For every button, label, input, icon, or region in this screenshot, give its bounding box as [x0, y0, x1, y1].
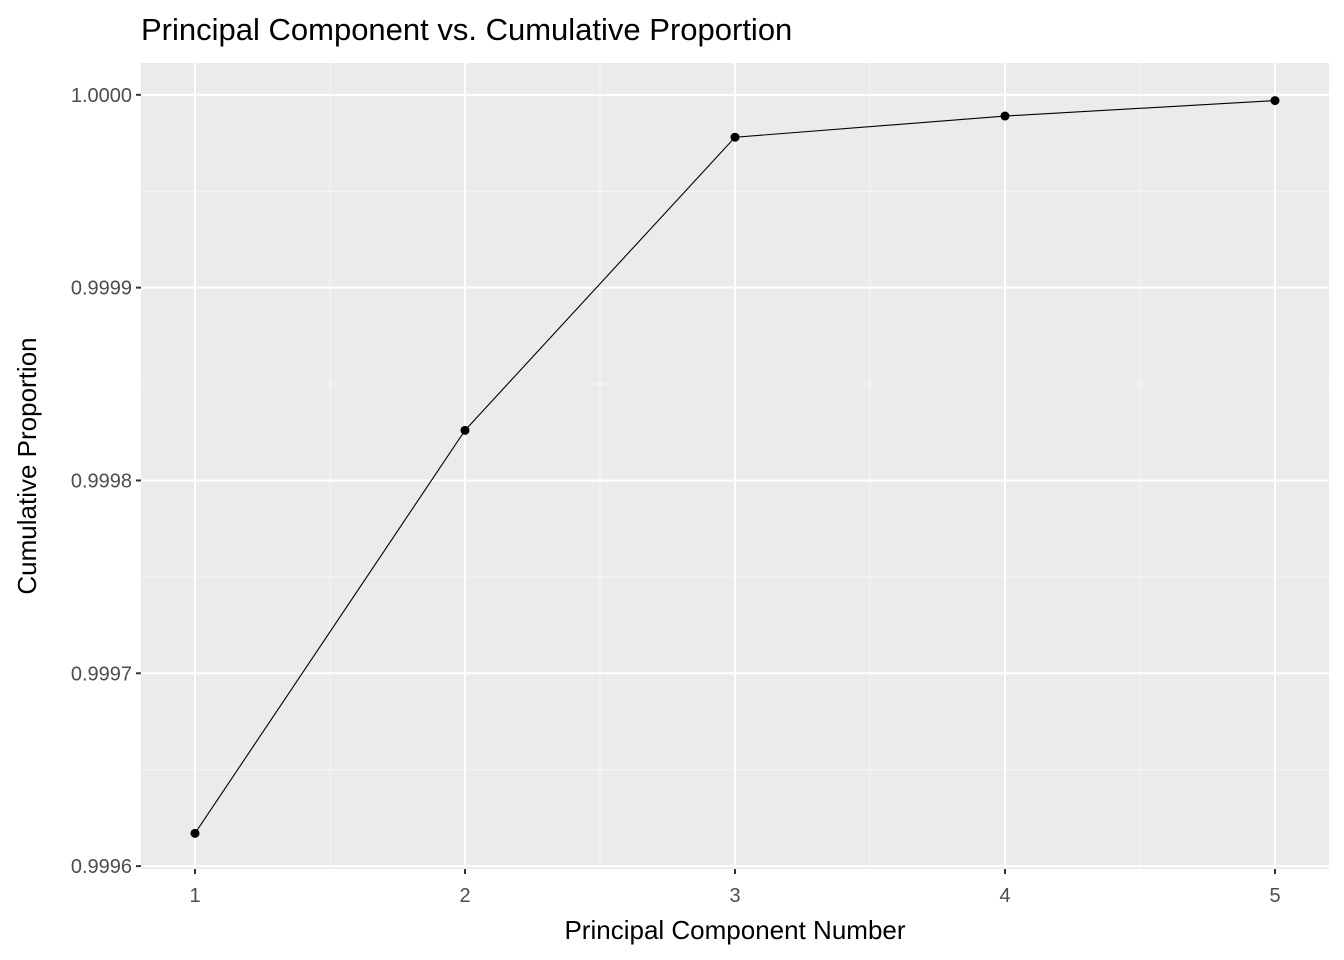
x-tick-label-2: 3: [729, 885, 740, 907]
major-grid: [141, 63, 1329, 869]
data-points: [190, 96, 1280, 838]
chart-title: Principal Component vs. Cumulative Propo…: [141, 12, 792, 47]
x-tick-label-3: 4: [999, 885, 1010, 907]
y-tick-label-2: 0.9998: [71, 470, 132, 492]
y-tick-label-3: 0.9999: [71, 278, 132, 300]
x-tick-label-4: 5: [1269, 885, 1280, 907]
x-axis-title: Principal Component Number: [564, 915, 905, 945]
y-tick-label-0: 0.9996: [71, 856, 132, 878]
data-point-0-2: [730, 132, 740, 142]
x-axis: 1 2 3 4 5: [189, 869, 1281, 907]
data-point-0-1: [460, 425, 470, 435]
y-tick-label-4: 1.0000: [71, 85, 132, 107]
data-point-0-3: [1000, 111, 1010, 121]
y-axis-title: Cumulative Proportion: [12, 337, 42, 594]
data-point-0-4: [1270, 96, 1280, 106]
y-tick-label-1: 0.9997: [71, 663, 132, 685]
y-axis: 0.9996 0.9997 0.9998 0.9999 1.0000: [71, 85, 141, 878]
data-point-0-0: [190, 828, 200, 838]
x-tick-label-0: 1: [189, 885, 200, 907]
x-tick-label-1: 2: [459, 885, 470, 907]
